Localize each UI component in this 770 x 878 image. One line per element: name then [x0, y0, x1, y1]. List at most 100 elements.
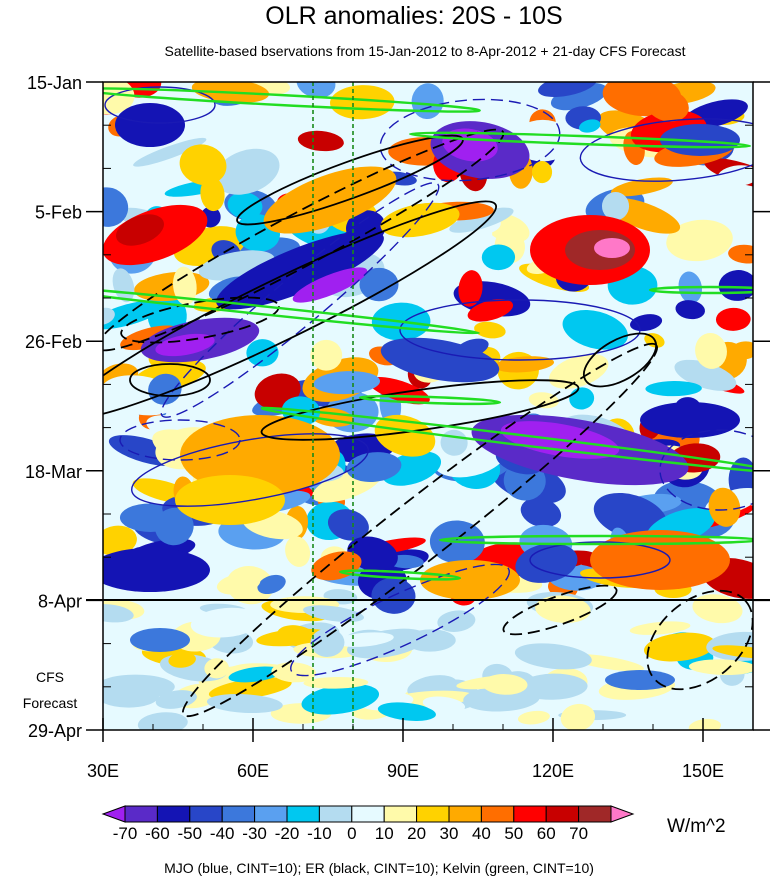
anomaly-blob [482, 674, 528, 695]
anomaly-blob [593, 492, 668, 540]
colorbar-label: 60 [537, 824, 556, 843]
anomaly-blob [422, 696, 466, 713]
anomaly-blob [313, 371, 380, 395]
wave-contour [438, 534, 753, 546]
anomaly-blob [359, 267, 399, 302]
anomaly-blob [717, 165, 753, 187]
reference-longitude-lines [312, 82, 354, 730]
anomaly-blob [327, 509, 369, 541]
wave-contour [104, 86, 216, 124]
wave-contour [659, 429, 753, 511]
wave-contour [260, 379, 580, 441]
x-axis: 30E 60E 90E 120E 150E [87, 718, 724, 781]
anomaly-blob [590, 530, 730, 590]
anomaly-blob [380, 337, 500, 383]
wave-contour [646, 589, 753, 691]
colorbar-swatch [101, 805, 126, 823]
anomaly-blob [200, 176, 225, 212]
anomaly-blob [605, 670, 675, 690]
anomaly-blob [214, 148, 280, 195]
colorbar: -70 -60 -50 -40 -30 -20 -10 0 10 20 30 40 50 60 70 [101, 805, 635, 843]
colorbar-swatch [221, 805, 256, 823]
anomaly-blob [228, 666, 282, 683]
colorbar-swatch [610, 805, 635, 823]
anomaly-blob [168, 652, 196, 668]
wave-contour [131, 433, 369, 507]
anomaly-blob [548, 354, 609, 389]
anomaly-blob [474, 321, 506, 339]
anomaly-blob [688, 659, 753, 676]
anomaly-blob [517, 710, 550, 725]
wave-contour [529, 541, 671, 579]
colorbar-label: 30 [440, 824, 459, 843]
anomaly-blob [211, 82, 236, 96]
colorbar-label: -50 [178, 824, 203, 843]
wave-contour [648, 285, 753, 295]
anomaly-blob [103, 548, 210, 592]
wave-contour [399, 299, 641, 361]
anomaly-blob [103, 674, 175, 699]
wave-contour [103, 200, 498, 420]
anomaly-blob [277, 625, 317, 647]
anomaly-blob [377, 702, 436, 721]
anomaly-blob [285, 536, 311, 567]
wave-contour [579, 118, 753, 182]
colorbar-swatch [254, 805, 288, 823]
wave-contour [379, 98, 561, 182]
anomaly-blob [346, 452, 402, 482]
anomaly-blob [728, 244, 753, 264]
colorbar-label: 40 [472, 824, 491, 843]
anomaly-blob [137, 712, 188, 730]
wave-contour [408, 131, 752, 149]
anomaly-blob [103, 82, 135, 115]
anomaly-blob [154, 507, 194, 546]
anomaly-blob [531, 160, 553, 184]
colorbar-label: 10 [375, 824, 394, 843]
colorbar-swatch [351, 805, 385, 823]
wave-contour [502, 584, 618, 636]
colorbar-swatch [189, 805, 223, 823]
colorbar-swatch [448, 805, 482, 823]
y-axis: 15-Jan 5-Feb 26-Feb 18-Mar 8-Apr 29-Apr [25, 73, 770, 741]
y-tick-label: 8-Apr [38, 591, 82, 611]
anomaly-blob [173, 266, 197, 306]
anomaly-blob [155, 333, 215, 357]
anomaly-blob [708, 487, 741, 527]
x-tick-label: 30E [87, 761, 119, 781]
anomaly-blob [335, 632, 394, 647]
anomaly-blob [562, 309, 628, 350]
wave-contour [290, 563, 510, 677]
wave-contour [120, 296, 280, 344]
colorbar-swatch [383, 805, 418, 823]
anomaly-blob [695, 332, 727, 369]
anomaly-blob [206, 694, 283, 714]
wave-contour [103, 128, 505, 352]
wave-contour [103, 87, 481, 113]
colorbar-swatch [124, 805, 158, 823]
colorbar-unit: W/m^2 [667, 816, 726, 837]
colorbar-label: -30 [242, 824, 267, 843]
anomaly-blob [515, 543, 578, 583]
anomaly-blob [116, 214, 164, 246]
anomaly-blob [103, 615, 159, 637]
colorbar-label: -60 [145, 824, 170, 843]
anomaly-blob [246, 339, 279, 367]
anomaly-blob [179, 144, 227, 186]
anomaly-blob [674, 359, 737, 391]
anomaly-blob [730, 341, 753, 360]
x-tick-label: 90E [387, 761, 419, 781]
anomaly-blob [103, 525, 137, 556]
chart-subtitle: Satellite-based bservations from 15-Jan-… [165, 43, 686, 59]
colorbar-swatch [286, 805, 320, 823]
wave-contour [129, 363, 211, 397]
colorbar-swatch [480, 805, 515, 823]
anomaly-blob [130, 628, 190, 652]
anomaly-blob [560, 703, 596, 730]
anomaly-blob [437, 610, 476, 632]
colorbar-label: 20 [407, 824, 426, 843]
anomaly-blob [442, 128, 498, 162]
anomaly-blob [643, 632, 716, 662]
anomaly-blob [292, 267, 368, 303]
anomaly-blob [103, 187, 129, 227]
anomaly-blob [257, 574, 286, 595]
